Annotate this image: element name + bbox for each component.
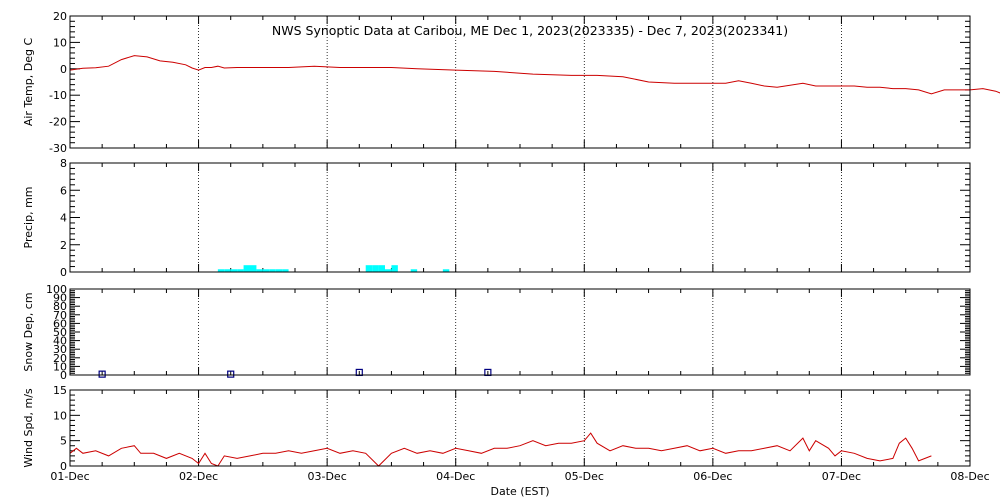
snow-depth-frame: [69, 288, 971, 376]
snow-depth-y-tick-label: 80: [53, 300, 67, 313]
snow-depth-y-tick-label: 10: [53, 360, 67, 373]
precip-bar: [250, 265, 257, 272]
x-tick-label: 05-Dec: [565, 470, 604, 483]
precip-bar: [410, 269, 418, 272]
wind-speed-y-tick-label: 15: [53, 384, 67, 397]
x-tick-label: 08-Dec: [950, 470, 989, 483]
precip-bar: [269, 269, 276, 272]
precip-bar: [230, 269, 238, 272]
precip-y-tick-label: 2: [60, 239, 67, 252]
wind-speed-y-tick-label: 5: [60, 435, 67, 448]
precip-y-tick-label: 4: [60, 212, 67, 225]
precip-bar: [385, 269, 392, 272]
snow-depth-point: [98, 370, 106, 378]
precip-bar: [275, 269, 283, 272]
precip-y-tick-label: 8: [60, 157, 67, 170]
precip-bar: [256, 269, 263, 272]
precip-bar: [365, 265, 373, 272]
snow-depth-y-tick-label: 0: [60, 369, 67, 382]
air-temp-y-tick-label: 0: [60, 63, 67, 76]
snow-depth-y-tick-label: 20: [53, 352, 67, 365]
snow-depth-y-tick-label: 30: [53, 343, 67, 356]
air-temp-y-axis-label: Air Temp, Deg C: [22, 38, 35, 127]
precip-frame: [69, 162, 971, 273]
snow-depth-y-tick-label: 60: [53, 317, 67, 330]
wind-speed-series-line: [69, 432, 932, 467]
precip-bar: [391, 265, 398, 272]
x-tick-label: 01-Dec: [50, 470, 89, 483]
precip-bar: [224, 269, 231, 272]
wind-speed-y-tick-label: 10: [53, 409, 67, 422]
precip-bar: [442, 269, 450, 272]
precip-bar: [243, 265, 250, 272]
precip-bar: [262, 269, 270, 272]
precip-panel: 0 2 4 6 8 Precip, mm: [22, 157, 971, 279]
wind-speed-panel: 0 5 10 15 Wind Spd, m/s: [22, 384, 971, 473]
precip-y-axis-label: Precip, mm: [22, 187, 35, 249]
x-axis-label: Date (EST): [490, 485, 549, 498]
snow-depth-y-tick-label: 50: [53, 326, 67, 339]
air-temp-y-tick-label: -20: [49, 116, 67, 129]
precip-y-tick-label: 0: [60, 266, 67, 279]
snow-depth-y-tick-label: 90: [53, 292, 67, 305]
x-tick-label: 04-Dec: [436, 470, 475, 483]
snow-depth-y-axis-label: Snow Dep, cm: [22, 292, 35, 371]
air-temp-y-tick-label: -10: [49, 89, 67, 102]
snow-depth-y-tick-label: 100: [46, 283, 67, 296]
wind-speed-y-axis-label: Wind Spd, m/s: [22, 388, 35, 468]
air-temp-frame: [69, 15, 971, 149]
air-temp-series-line: [69, 55, 1000, 95]
snow-depth-y-tick-label: 40: [53, 335, 67, 348]
air-temp-y-tick-label: 10: [53, 36, 67, 49]
air-temp-y-tick-label: 20: [53, 10, 67, 23]
precip-bar: [378, 265, 385, 272]
precip-y-tick-label: 6: [60, 184, 67, 197]
precip-bar: [372, 265, 379, 272]
precip-bar: [282, 269, 289, 272]
x-tick-label: 07-Dec: [822, 470, 861, 483]
chart-title: NWS Synoptic Data at Caribou, ME Dec 1, …: [272, 23, 788, 38]
snow-depth-point: [227, 370, 235, 378]
wind-speed-frame: [69, 389, 971, 467]
x-tick-label: 02-Dec: [179, 470, 218, 483]
snow-depth-y-tick-label: 70: [53, 309, 67, 322]
precip-bar: [217, 269, 225, 272]
precip-bar: [237, 269, 244, 272]
wind-speed-y-tick-label: 0: [60, 460, 67, 473]
air-temp-y-tick-label: -30: [49, 142, 67, 155]
x-tick-label: 03-Dec: [308, 470, 347, 483]
air-temp-panel: -30 -20 -10 0 10 20 Air Temp, Deg C: [22, 10, 1000, 155]
x-tick-label: 06-Dec: [693, 470, 732, 483]
